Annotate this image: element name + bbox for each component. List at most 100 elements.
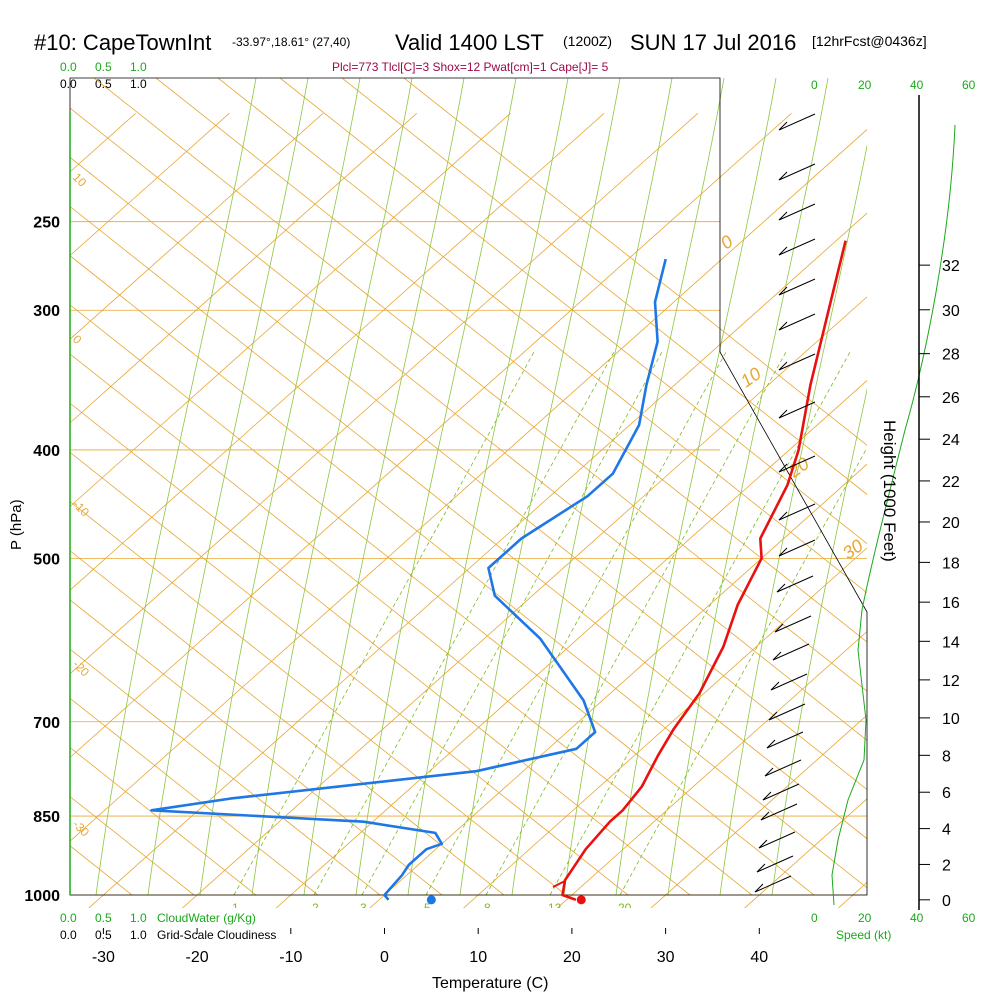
- height-tick-18: 18: [942, 555, 960, 572]
- height-tick-6: 6: [942, 785, 951, 802]
- isotherm-line: [556, 630, 867, 908]
- height-tick-14: 14: [942, 634, 960, 651]
- isotherm-label-0: 0: [70, 332, 85, 347]
- mixing-ratio-label-8: 8: [484, 901, 491, 915]
- moist-adiabat-line: [199, 78, 361, 896]
- moist-adiabat-line: [407, 78, 569, 896]
- wind-barb: [778, 238, 816, 256]
- wind-speed-profile: [831, 124, 956, 906]
- speed-top-60: 60: [962, 78, 976, 92]
- dry-adiabat-line: [70, 353, 753, 896]
- wind-barb-flag: [778, 171, 788, 181]
- dry-adiabat-line: [155, 78, 867, 643]
- pressure-tick-1000: 1000: [24, 888, 60, 905]
- surface-marker-1: [576, 895, 586, 905]
- cloudwater-top-05: 0.5: [95, 60, 112, 74]
- mixing-ratio-line: [313, 351, 615, 896]
- wind-barb-flag: [756, 863, 766, 873]
- height-tick-26: 26: [942, 390, 960, 407]
- mixing-ratio-line: [361, 351, 663, 896]
- wind-barb: [778, 163, 816, 181]
- mixing-ratio-line: [233, 351, 535, 896]
- wind-barb-flag: [766, 739, 776, 749]
- speed-label: Speed (kt): [836, 928, 891, 942]
- isotherm-line: [70, 112, 792, 759]
- isotherm-label--30: -30: [70, 817, 92, 839]
- wind-barb-flag: [758, 839, 768, 849]
- pressure-tick-300: 300: [33, 303, 60, 320]
- wind-barb: [778, 401, 816, 419]
- cloudwater-top-1: 1.0: [130, 60, 147, 74]
- dry-adiabat-line: [93, 78, 867, 692]
- speed-top-0: 0: [811, 78, 818, 92]
- height-tick-32: 32: [942, 258, 960, 275]
- cloudiness-bottom-0: 0.0: [60, 928, 77, 942]
- isotherm-line: [275, 379, 867, 908]
- isotherm-line: [70, 112, 417, 424]
- wind-barb: [774, 615, 812, 633]
- isotherm-line: [70, 129, 867, 842]
- dry-adiabat-line: [70, 304, 815, 896]
- wind-barb-flag: [762, 791, 772, 801]
- wind-barb-flag: [778, 286, 788, 296]
- isotherm-line: [70, 112, 605, 591]
- dry-adiabat-line: [70, 501, 567, 896]
- height-tick-28: 28: [942, 347, 960, 364]
- height-tick-24: 24: [942, 432, 960, 449]
- dry-adiabat-line: [70, 599, 443, 896]
- wind-barb-flag: [778, 246, 788, 256]
- moist-adiabat-line: [667, 78, 829, 896]
- temperature-tick--10: -10: [279, 949, 302, 966]
- wind-barb: [778, 503, 816, 521]
- wind-barb: [754, 875, 792, 893]
- temperature-tick--30: -30: [92, 949, 115, 966]
- speed-top-20: 20: [858, 78, 872, 92]
- wind-barb: [776, 575, 814, 593]
- speed-bottom-40: 40: [910, 911, 924, 925]
- moist-adiabat-line: [95, 78, 257, 896]
- dry-adiabat-line: [70, 205, 867, 840]
- wind-barb: [756, 855, 794, 873]
- speed-top-40: 40: [910, 78, 924, 92]
- wind-barb-flag: [776, 583, 786, 593]
- dry-adiabat-line: [70, 402, 691, 896]
- mixing-ratio-label-2: 2: [312, 901, 319, 915]
- moist-adiabat-line: [719, 144, 867, 896]
- moist-adiabat-line: [251, 78, 413, 896]
- height-tick-20: 20: [942, 515, 960, 532]
- isotherm-line: [70, 112, 511, 508]
- isotherm-label-10: 10: [70, 170, 90, 190]
- stability-indices: Plcl=773 Tlcl[C]=3 Shox=12 Pwat[cm]=1 Ca…: [332, 60, 609, 74]
- isotherm-line: [463, 547, 867, 908]
- cloudiness-bottom-05: 0.5: [95, 928, 112, 942]
- cloudwater-top-0: 0.0: [60, 60, 77, 74]
- mixing-ratio-line: [425, 351, 727, 896]
- temperature-tick-0: 0: [380, 949, 389, 966]
- pressure-tick-400: 400: [33, 443, 60, 460]
- sounding-line-1: [561, 240, 847, 902]
- dry-adiabat-line: [70, 845, 133, 896]
- isotherm-line: [70, 112, 230, 257]
- wind-barb: [764, 759, 802, 777]
- mixing-ratio-label-20: 20: [618, 901, 632, 915]
- isotherm-line: [837, 881, 867, 908]
- wind-barb: [778, 278, 816, 296]
- temperature-axis-label: Temperature (C): [432, 975, 548, 992]
- cloudwater-bottom-0: 0.0: [60, 911, 77, 925]
- height-tick-0: 0: [942, 893, 951, 910]
- wind-barb: [778, 203, 816, 221]
- sounding-line-2: [150, 258, 667, 901]
- isotherm-line: [650, 714, 867, 908]
- moist-adiabat-line: [147, 78, 309, 896]
- mixing-ratio-line: [549, 351, 851, 896]
- temperature-tick-30: 30: [657, 949, 675, 966]
- mixing-ratio-label-3: 3: [360, 901, 367, 915]
- dry-adiabat-line: [70, 451, 629, 896]
- moist-adiabat-line: [511, 78, 673, 896]
- height-tick-2: 2: [942, 857, 951, 874]
- pressure-tick-700: 700: [33, 715, 60, 732]
- speed-bottom-60: 60: [962, 911, 976, 925]
- cloudwater-bottom-1: 1.0: [130, 911, 147, 925]
